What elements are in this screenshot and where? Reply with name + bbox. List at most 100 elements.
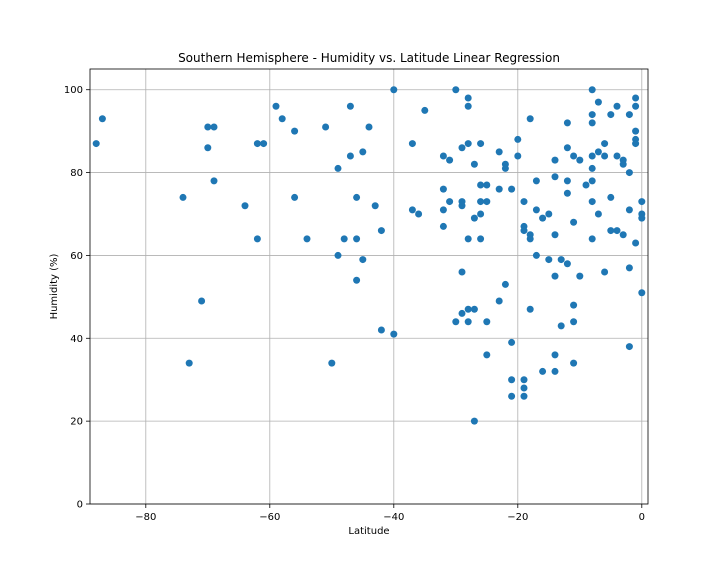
- data-point: [458, 202, 466, 210]
- data-point: [588, 198, 596, 206]
- data-point: [526, 235, 534, 243]
- data-point: [477, 235, 485, 243]
- data-point: [588, 177, 596, 185]
- y-tick-label: 80: [70, 168, 83, 179]
- data-point: [557, 322, 565, 330]
- data-point: [607, 227, 615, 235]
- data-point: [570, 359, 578, 367]
- data-point: [390, 86, 398, 94]
- data-point: [551, 272, 559, 280]
- data-point: [632, 127, 640, 135]
- data-point: [588, 164, 596, 172]
- data-point: [495, 148, 503, 156]
- data-point: [415, 210, 423, 218]
- data-point: [439, 185, 447, 193]
- data-point: [545, 210, 553, 218]
- data-point: [470, 160, 478, 168]
- y-tick-label: 40: [70, 334, 83, 345]
- data-point: [638, 198, 646, 206]
- data-point: [613, 102, 621, 110]
- data-point: [545, 256, 553, 264]
- data-point: [408, 206, 416, 214]
- y-tick-label: 60: [70, 251, 83, 262]
- data-point: [532, 206, 540, 214]
- data-point: [539, 214, 547, 222]
- data-point: [601, 152, 609, 160]
- data-point: [470, 214, 478, 222]
- x-tick-label: −60: [259, 512, 280, 523]
- data-point: [570, 152, 578, 160]
- data-point: [477, 210, 485, 218]
- data-point: [179, 193, 187, 201]
- data-point: [365, 123, 373, 131]
- data-point: [563, 177, 571, 185]
- data-point: [483, 351, 491, 359]
- data-point: [582, 181, 590, 189]
- data-point: [625, 264, 633, 272]
- data-point: [508, 185, 516, 193]
- data-point: [594, 148, 602, 156]
- data-point: [520, 376, 528, 384]
- data-point: [526, 115, 534, 123]
- data-point: [346, 102, 354, 110]
- grid-layer: [90, 69, 648, 505]
- chart-title: Southern Hemisphere - Humidity vs. Latit…: [178, 51, 560, 65]
- data-point: [359, 148, 367, 156]
- data-point: [483, 318, 491, 326]
- data-point: [514, 152, 522, 160]
- data-point: [477, 198, 485, 206]
- data-point: [570, 218, 578, 226]
- data-point: [377, 227, 385, 235]
- data-point: [253, 140, 261, 148]
- data-point: [619, 160, 627, 168]
- data-point: [594, 210, 602, 218]
- data-point: [594, 98, 602, 106]
- data-point: [551, 351, 559, 359]
- data-point: [408, 140, 416, 148]
- data-point: [346, 152, 354, 160]
- data-point: [576, 272, 584, 280]
- data-point: [520, 392, 528, 400]
- data-point: [464, 94, 472, 102]
- data-point: [588, 235, 596, 243]
- data-point: [439, 222, 447, 230]
- data-point: [439, 152, 447, 160]
- data-point: [470, 305, 478, 313]
- data-point: [625, 111, 633, 119]
- data-point: [458, 144, 466, 152]
- data-point: [563, 119, 571, 127]
- data-point: [576, 156, 584, 164]
- data-point: [291, 127, 299, 135]
- data-point: [446, 156, 454, 164]
- data-point: [241, 202, 249, 210]
- x-tick-label: −80: [135, 512, 156, 523]
- data-point: [607, 193, 615, 201]
- data-point: [464, 102, 472, 110]
- data-point: [508, 376, 516, 384]
- data-point: [632, 239, 640, 247]
- data-point: [625, 343, 633, 351]
- data-point: [501, 280, 509, 288]
- data-point: [452, 318, 460, 326]
- data-point: [551, 231, 559, 239]
- data-point: [520, 227, 528, 235]
- data-point: [198, 297, 206, 305]
- data-point: [204, 123, 212, 131]
- y-axis-label: Humidity (%): [49, 253, 60, 319]
- data-point: [260, 140, 268, 148]
- data-point: [458, 309, 466, 317]
- data-point: [607, 111, 615, 119]
- data-point: [185, 359, 193, 367]
- plot-frame: [89, 68, 649, 505]
- points-layer: [92, 86, 646, 425]
- data-point: [613, 152, 621, 160]
- data-point: [588, 119, 596, 127]
- data-point: [353, 276, 361, 284]
- data-point: [464, 305, 472, 313]
- y-tick-label: 100: [64, 85, 83, 96]
- data-point: [495, 297, 503, 305]
- data-point: [588, 152, 596, 160]
- data-point: [588, 111, 596, 119]
- data-point: [570, 301, 578, 309]
- data-point: [495, 185, 503, 193]
